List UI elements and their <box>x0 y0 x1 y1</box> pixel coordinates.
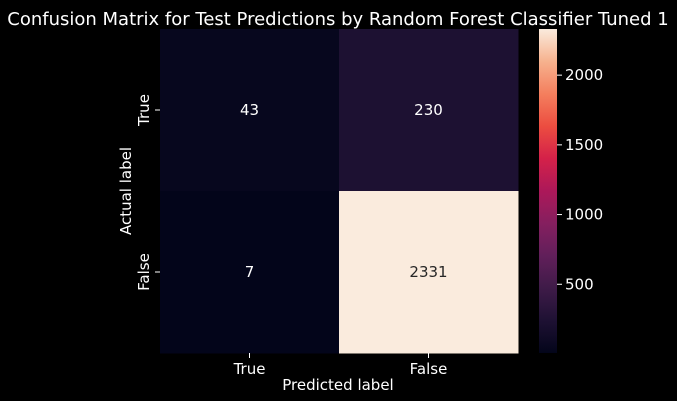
colorbar-tick-label-1: 1000 <box>565 206 603 224</box>
heatmap-cell-r1-c1 <box>339 191 519 354</box>
x-axis-ticks: True False <box>233 353 448 378</box>
heatmap-cells <box>160 29 519 354</box>
heatmap-cell-r0-c1 <box>339 29 519 192</box>
y-axis-label: Actual label <box>117 147 135 235</box>
chart-title: Confusion Matrix for Test Predictions by… <box>7 9 668 30</box>
colorbar-tick-label-2: 1500 <box>565 136 603 154</box>
y-tick-label-0: True <box>135 94 153 127</box>
x-tick-label-0: True <box>233 360 266 378</box>
y-axis-ticks: True False <box>135 94 160 291</box>
x-tick-label-1: False <box>410 360 448 378</box>
x-axis-label: Predicted label <box>282 376 393 394</box>
heatmap-cell-r1-c0 <box>160 191 340 354</box>
heatmap-cell-r0-c0 <box>160 29 340 192</box>
colorbar-ticks: 500 1000 1500 2000 <box>557 66 603 293</box>
y-tick-label-1: False <box>135 253 153 291</box>
cell-value-r1-c0: 7 <box>245 263 255 281</box>
cell-value-r1-c1: 2331 <box>409 263 447 281</box>
cell-value-r0-c0: 43 <box>240 101 259 119</box>
colorbar <box>539 29 557 353</box>
heatmap-cell-labels: 43 230 7 2331 <box>240 101 448 281</box>
cell-value-r0-c1: 230 <box>414 101 443 119</box>
colorbar-tick-label-0: 500 <box>565 275 594 293</box>
colorbar-tick-label-3: 2000 <box>565 66 603 84</box>
